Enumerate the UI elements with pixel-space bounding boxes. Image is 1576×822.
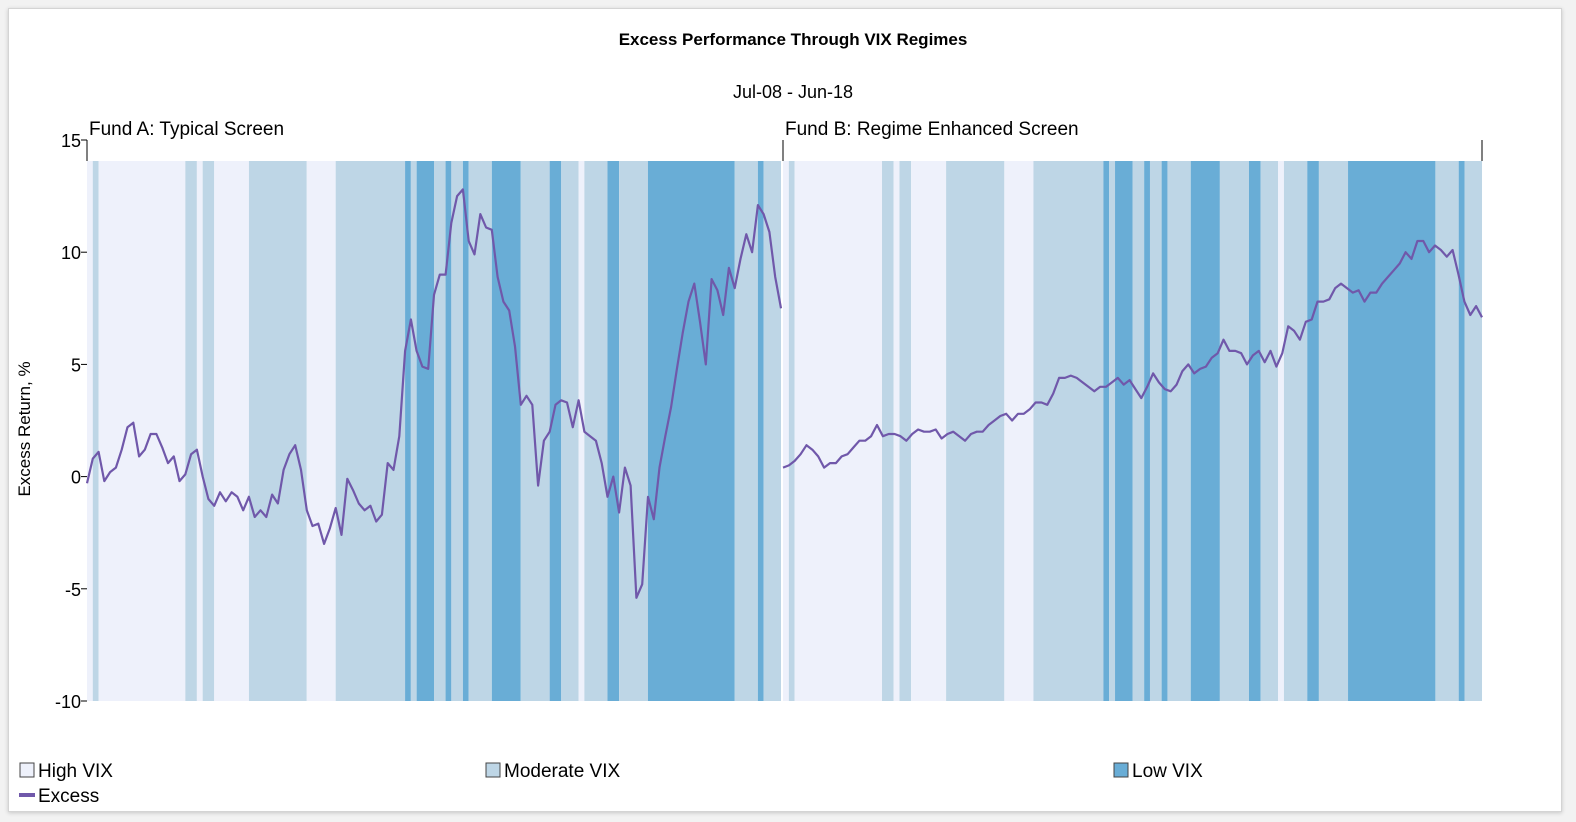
y-axis-title: Excess Return, %	[15, 361, 34, 496]
regime-band-low	[416, 161, 434, 701]
regime-band-moderate	[1167, 161, 1191, 701]
panel-fund-b: Fund B: Regime Enhanced Screen	[782, 119, 1483, 701]
regime-band-moderate	[451, 161, 463, 701]
regime-band-high	[1004, 161, 1034, 701]
regime-band-low	[491, 161, 521, 701]
regime-band-moderate	[1149, 161, 1162, 701]
regime-band-low	[405, 161, 411, 701]
legend: High VIX Moderate VIX Low VIX Excess	[19, 761, 1203, 807]
legend-item-low: Low VIX	[1113, 761, 1203, 782]
regime-band-moderate	[434, 161, 446, 701]
legend-item-moderate: Moderate VIX	[485, 761, 620, 782]
regime-band-low	[607, 161, 620, 701]
regime-band-moderate	[1260, 161, 1279, 701]
regime-band-moderate	[1435, 161, 1459, 701]
regime-band-high	[306, 161, 336, 701]
legend-swatch	[485, 762, 501, 778]
legend-label: Excess	[38, 786, 99, 807]
regime-band-moderate	[584, 161, 608, 701]
regime-band-moderate	[763, 161, 781, 701]
legend-swatch	[19, 793, 35, 797]
regime-band-moderate	[1283, 161, 1308, 701]
regime-band-high	[98, 161, 186, 701]
panel-fund-a: Fund A: Typical Screen	[85, 119, 783, 701]
regime-band-high	[578, 161, 585, 701]
regime-band-high	[87, 161, 93, 701]
regime-band-moderate	[248, 161, 307, 701]
regime-band-moderate	[335, 161, 406, 701]
y-tick-label: 0	[71, 468, 81, 488]
regime-band-moderate	[410, 161, 417, 701]
regime-band-low	[1144, 161, 1150, 701]
y-tick-label: 15	[61, 131, 81, 151]
regime-band-low	[462, 161, 469, 701]
y-tick-label: -10	[55, 692, 81, 712]
regime-band-moderate	[882, 161, 894, 701]
chart-subtitle: Jul-08 - Jun-18	[733, 82, 853, 102]
regime-band-moderate	[468, 161, 492, 701]
regime-band-low	[1458, 161, 1465, 701]
legend-label: Moderate VIX	[504, 761, 620, 782]
regime-band-moderate	[946, 161, 1005, 701]
regime-band-moderate	[1464, 161, 1483, 701]
excess-line	[85, 188, 783, 599]
regime-band-high	[783, 161, 789, 701]
regime-band-low	[1249, 161, 1261, 701]
regime-band-moderate	[92, 161, 99, 701]
regime-band-moderate	[1109, 161, 1116, 701]
regime-band-low	[549, 161, 562, 701]
regime-band-low	[1161, 161, 1168, 701]
regime-band-moderate	[1033, 161, 1104, 701]
regime-band-low	[1307, 161, 1319, 701]
regime-band-moderate	[202, 161, 215, 701]
legend-label: Low VIX	[1132, 761, 1203, 782]
y-tick-label: -5	[65, 580, 81, 600]
regime-band-low	[1348, 161, 1436, 701]
y-axis: 15 10 5 0 -5 -10	[55, 131, 87, 712]
panel-label: Fund B: Regime Enhanced Screen	[785, 119, 1079, 140]
regime-band-moderate	[734, 161, 758, 701]
regime-band-low	[1115, 161, 1133, 701]
regime-band-high	[893, 161, 900, 701]
legend-item-high: High VIX	[19, 761, 113, 782]
regime-band-low	[1103, 161, 1110, 701]
regime-band-low	[757, 161, 764, 701]
y-tick-label: 5	[71, 355, 81, 375]
regime-band-moderate	[788, 161, 795, 701]
excess-performance-chart: Excess Performance Through VIX Regimes J…	[15, 30, 1483, 807]
legend-label: High VIX	[38, 761, 113, 782]
legend-swatch	[19, 762, 35, 778]
regime-band-moderate	[899, 161, 912, 701]
regime-band-low	[647, 161, 735, 701]
y-tick-label: 10	[61, 243, 81, 263]
regime-band-moderate	[619, 161, 648, 701]
chart-title: Excess Performance Through VIX Regimes	[619, 30, 968, 49]
regime-band-high	[1278, 161, 1284, 701]
regime-band-moderate	[561, 161, 579, 701]
legend-swatch	[1113, 762, 1129, 778]
regime-band-high	[214, 161, 249, 701]
regime-band-moderate	[1318, 161, 1349, 701]
chart-card: Excess Performance Through VIX Regimes J…	[8, 8, 1562, 812]
regime-band-high	[196, 161, 203, 701]
panel-label: Fund A: Typical Screen	[89, 119, 284, 140]
regime-band-low	[445, 161, 452, 701]
panels-layer: Fund A: Typical Screen Fund B: Regime Enh…	[85, 119, 1483, 701]
regime-band-low	[1190, 161, 1220, 701]
regime-band-moderate	[185, 161, 197, 701]
regime-band-moderate	[1132, 161, 1145, 701]
excess-line	[782, 239, 1483, 469]
legend-item-excess: Excess	[19, 786, 99, 807]
regime-band-moderate	[1219, 161, 1250, 701]
regime-band-high	[794, 161, 883, 701]
